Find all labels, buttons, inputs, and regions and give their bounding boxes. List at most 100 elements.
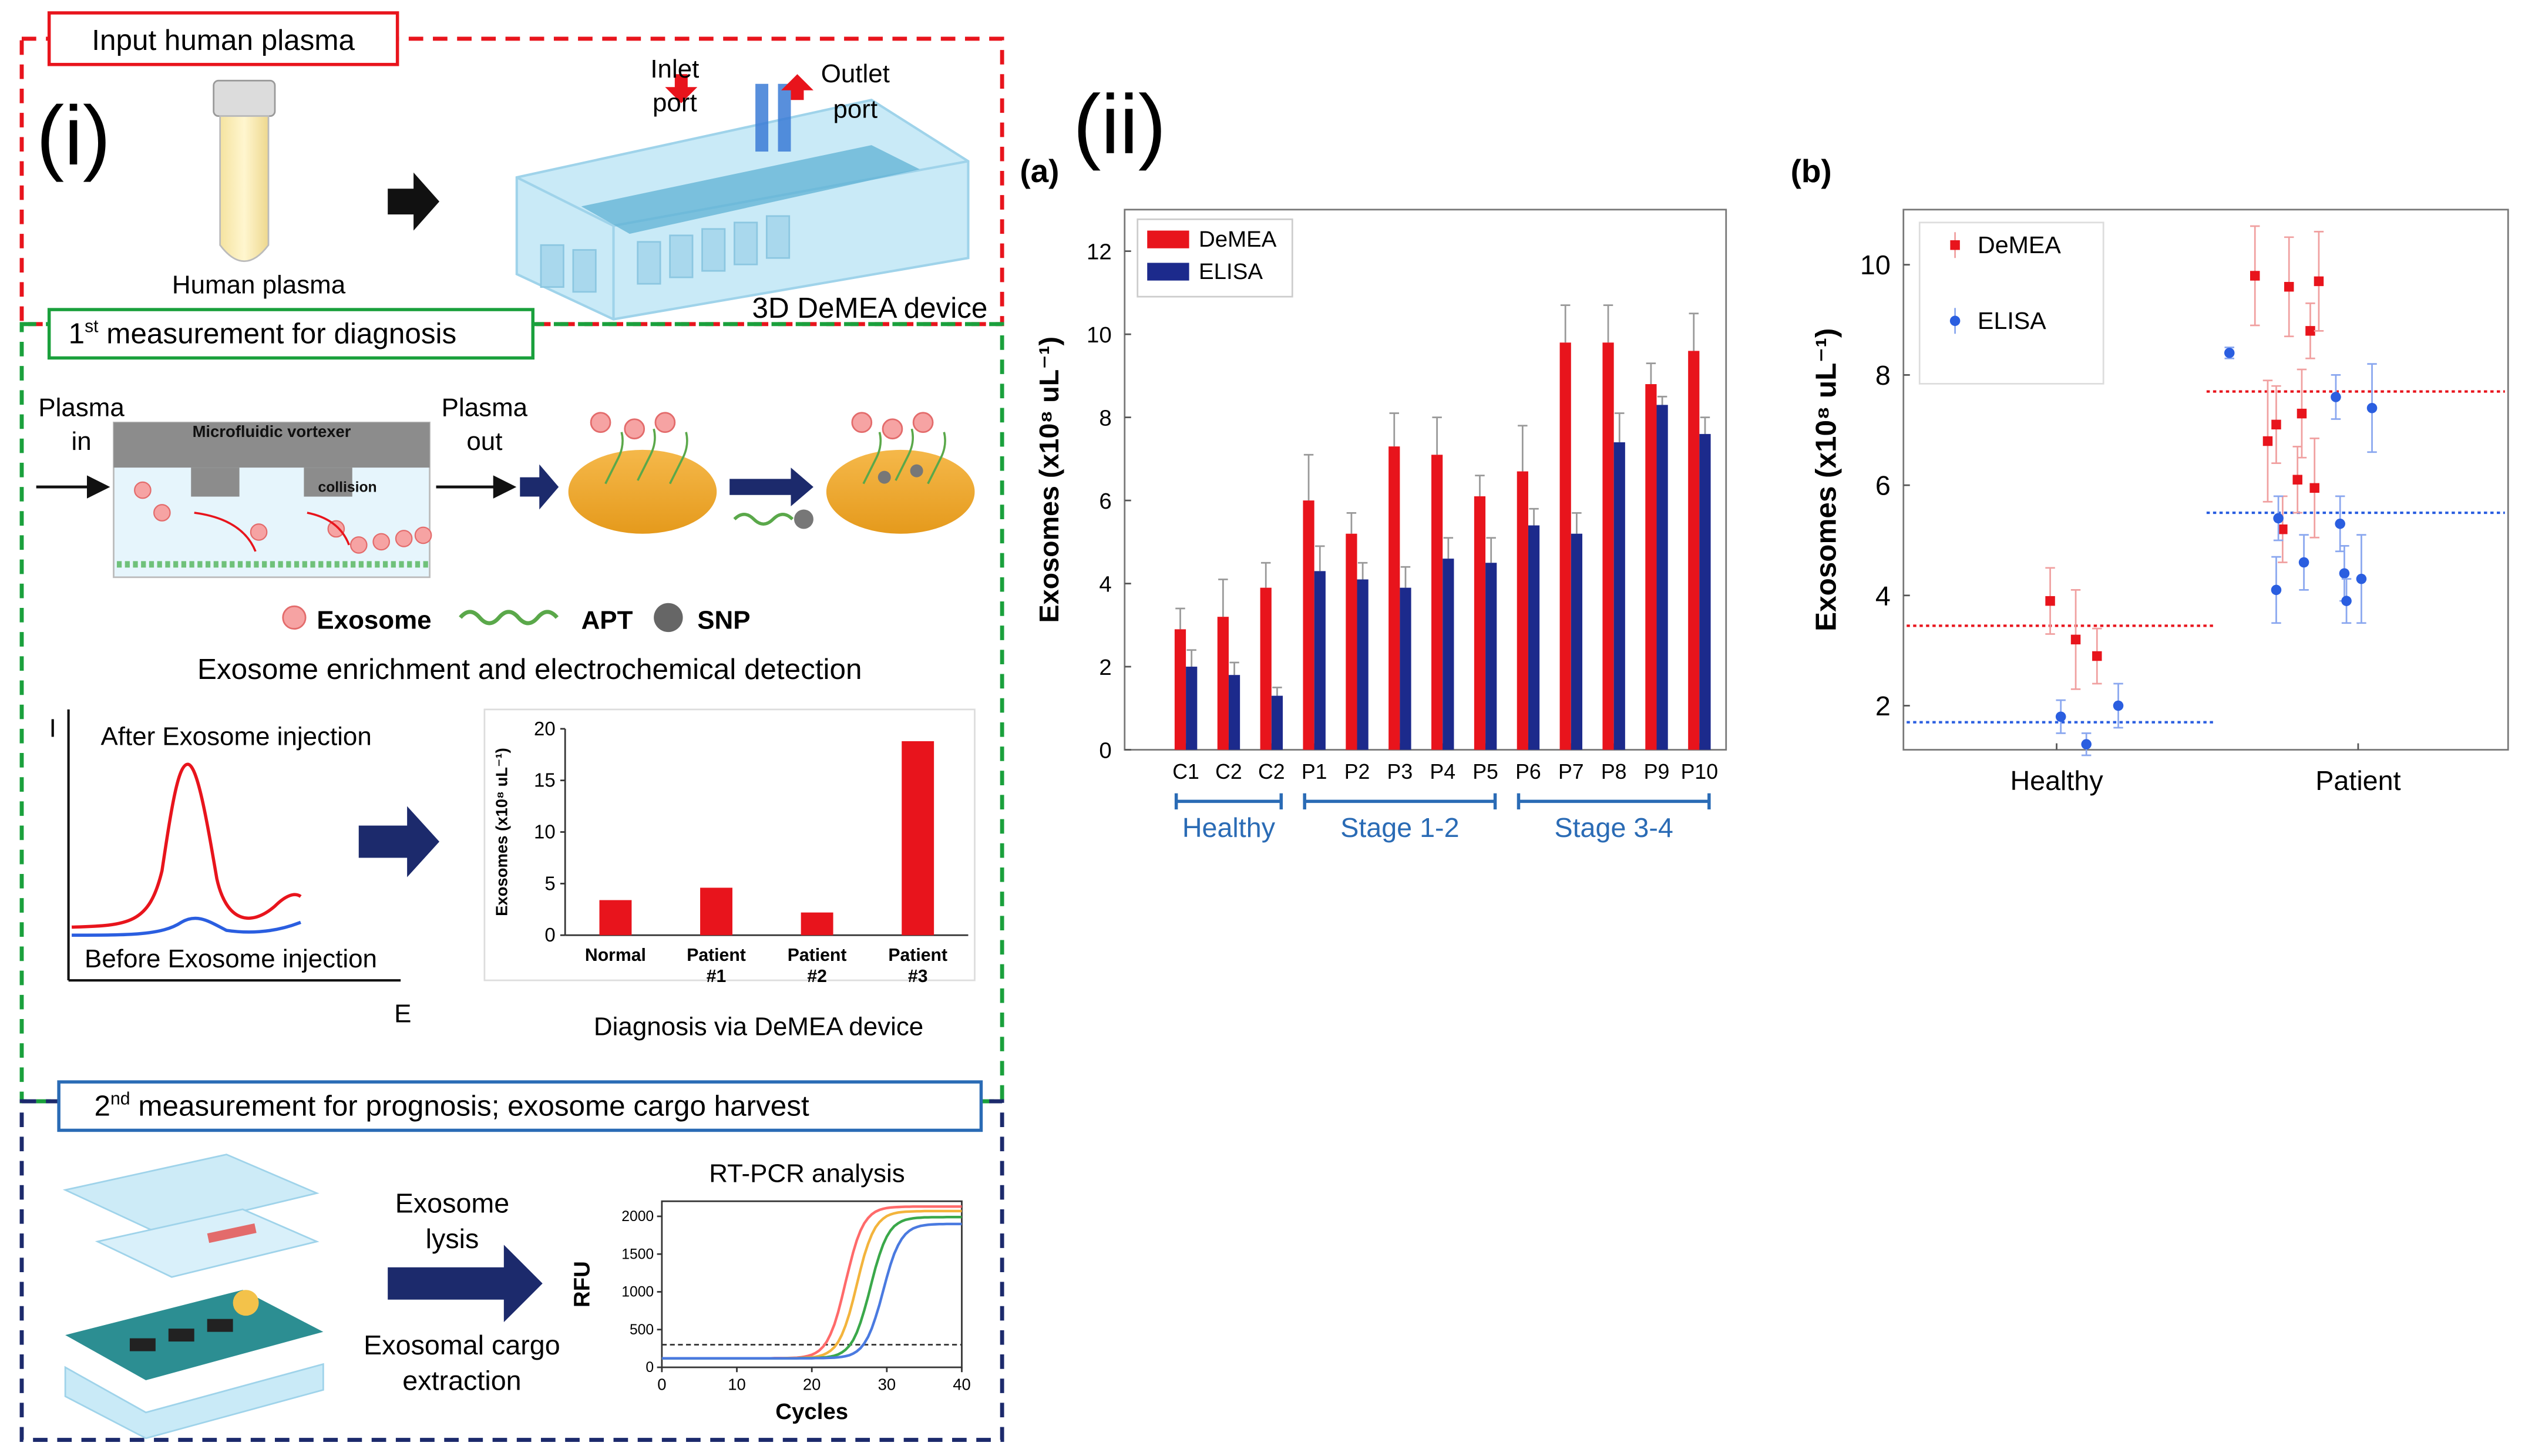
inlet-label: Inlet <box>650 55 699 83</box>
chart-b-patient-demea-point <box>2271 419 2281 430</box>
snp-apt-illustration <box>733 509 813 529</box>
mini-diagnosis-chart: 0 5 10 15 20 Exosomes (x10⁸ uL⁻¹) Normal Patien… <box>492 718 969 986</box>
chart-a-y-tick-label: 0 <box>1099 738 1111 763</box>
chart-b-patient-elisa-point <box>2224 348 2235 358</box>
mini-bar <box>801 912 833 936</box>
chart-a-x-tick-label: P6 <box>1515 760 1541 784</box>
chart-b-patient-demea-point <box>2250 271 2260 281</box>
mini-category-label: Patient <box>888 946 947 965</box>
chart-a-x-tick-label: C1 <box>1172 760 1199 784</box>
measure1-box <box>47 308 535 360</box>
mini-y-axis-label: Exosomes (x10⁸ uL⁻¹) <box>492 748 510 916</box>
mini-y-tick-label: 20 <box>534 718 556 739</box>
rtpcr-y-tick-label: 500 <box>630 1322 654 1338</box>
chart-b-healthy-demea-point <box>2045 596 2055 606</box>
arrow-icon <box>388 172 440 231</box>
rtpcr-x-tick-label: 0 <box>657 1375 666 1393</box>
rtpcr-x-tick-label: 40 <box>953 1375 971 1393</box>
chart-a-bar-demea <box>1688 351 1700 750</box>
mini-y-tick-label: 10 <box>534 821 556 843</box>
axis-i-label: I <box>49 714 56 743</box>
voltammogram <box>67 709 401 982</box>
chart-a-bar-elisa <box>1271 695 1283 750</box>
cargo-label: Exosomal cargo <box>364 1330 560 1360</box>
chart-a-bar-demea <box>1217 617 1229 750</box>
chart-b-patient-elisa-point <box>2298 557 2309 568</box>
input-title: Input human plasma <box>92 24 355 56</box>
mini-category-label: #1 <box>707 967 727 986</box>
mini-y-tick-label: 5 <box>544 872 555 894</box>
device-label: 3D DeMEA device <box>752 292 988 324</box>
lysis-arrow-icon <box>388 1245 543 1323</box>
chart-a-bar-elisa <box>1357 579 1369 750</box>
blue-arrow-icon-3 <box>358 806 440 877</box>
chart-b-y-tick-label: 8 <box>1875 360 1891 391</box>
chart-b-y-tick-label: 6 <box>1875 470 1891 501</box>
legend-exosome: Exosome <box>317 606 431 635</box>
chart-b-healthy-demea-point <box>2092 651 2102 661</box>
chart-a-bar-demea <box>1517 471 1528 750</box>
exosome-icon <box>282 605 307 630</box>
measure2-title: 2nd measurement for prognosis; exosome c… <box>95 1090 809 1122</box>
chart-b-y-tick-label: 10 <box>1860 250 1891 280</box>
mini-category-label: #3 <box>908 967 928 986</box>
chart-a-y-tick-label: 6 <box>1099 489 1111 514</box>
outlet-label: Outlet <box>821 59 890 88</box>
chart-b-patient-elisa-point <box>2331 392 2341 402</box>
subpanel-a-label: (a) <box>1020 153 1059 189</box>
chart-a-x-tick-label: P10 <box>1681 760 1718 784</box>
chart-a-group-label: Stage 3-4 <box>1554 812 1673 843</box>
plasma-in-label: Plasma <box>38 393 125 422</box>
chart-b-x-tick-label: Healthy <box>2010 765 2103 796</box>
chart-a-bar-demea <box>1346 533 1357 750</box>
rtpcr-curve <box>661 1215 962 1360</box>
outlet-label-2: port <box>833 95 877 123</box>
mini-category-label: Patient <box>788 946 847 965</box>
plasma-out-label-2: out <box>466 427 502 456</box>
measure2-box <box>57 1080 983 1132</box>
before-injection-curve <box>72 916 301 937</box>
chart-b-patient-demea-point <box>2297 408 2307 419</box>
rtpcr-chart: 0 10 20 30 40 0 500 1000 1500 2000 Cycles RFU <box>569 1200 971 1424</box>
subpanel-b-label: (b) <box>1791 153 1832 189</box>
demea-device-illustration <box>515 74 970 321</box>
electrode-before-illustration <box>568 412 717 534</box>
chart-b-legend-label: ELISA <box>1978 307 2046 334</box>
panel-i-label: (i) <box>36 89 111 183</box>
chart-a-bar-elisa <box>1228 675 1240 750</box>
chart-b-patient-demea-point <box>2314 276 2324 287</box>
chart-b-patient-elisa-point <box>2366 402 2378 413</box>
chart-a-bar-demea <box>1303 500 1314 750</box>
chart-a-x-tick-label: P9 <box>1644 760 1670 784</box>
rtpcr-y-tick-label: 1500 <box>621 1246 654 1262</box>
chart-a-bar-elisa <box>1656 405 1668 750</box>
chart-a-legend-label: ELISA <box>1199 259 1263 284</box>
apt-icon <box>459 610 559 626</box>
chart-b-patient-elisa-point <box>2339 568 2350 579</box>
cargo-label-2: extraction <box>402 1365 521 1396</box>
mini-category-label: #2 <box>807 967 827 986</box>
chart-a-x-tick-label: P4 <box>1430 760 1455 784</box>
diagnosis-caption: Diagnosis via DeMEA device <box>594 1012 923 1041</box>
chart-b-patient-demea-point <box>2305 326 2315 336</box>
blue-arrow-icon <box>520 464 559 510</box>
panel-ii: (ii) (a) (b) 0 2 4 6 8 10 12 Exosomes (x10⁸ uL⁻… <box>1020 78 2509 843</box>
chart-a-y-tick-label: 2 <box>1099 655 1111 680</box>
tube-label: Human plasma <box>172 271 346 300</box>
after-injection-label: After Exosome injection <box>101 722 372 751</box>
chart-a-x-tick-label: P7 <box>1558 760 1584 784</box>
bar-chart-a: 0 2 4 6 8 10 12 Exosomes (x10⁸ uL⁻¹) C1 C2 C2 P1 P2 P… <box>1034 209 1727 843</box>
axis-e-label: E <box>394 1000 411 1028</box>
mini-bar <box>599 900 632 936</box>
scatter-chart-b: 2 4 6 8 10 Exosomes (x10⁸ uL⁻¹) Healthy Patient… <box>1810 209 2509 796</box>
chart-a-legend-label: DeMEA <box>1199 227 1277 252</box>
chart-b-patient-demea-point <box>2278 524 2288 534</box>
panel-i: Input human plasma (i) Human plasma <box>19 11 1004 1442</box>
blue-arrow-icon-2 <box>729 468 813 507</box>
chart-b-patient-elisa-point <box>2273 513 2284 524</box>
chart-b-legend-label: DeMEA <box>1978 231 2061 258</box>
chart-b-patient-elisa-point <box>2341 596 2352 606</box>
legend-apt: APT <box>581 606 633 635</box>
rtpcr-x-tick-label: 10 <box>728 1375 746 1393</box>
chart-b-patient-demea-point <box>2262 436 2273 446</box>
